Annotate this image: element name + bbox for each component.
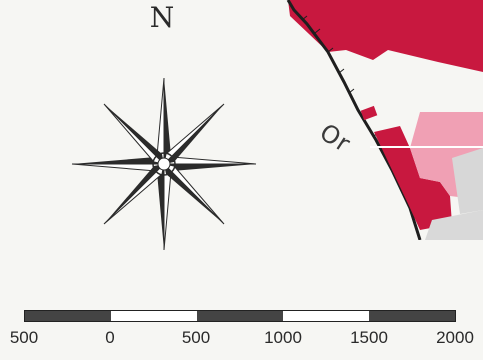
scale-segment bbox=[197, 311, 283, 321]
scale-segment bbox=[25, 311, 111, 321]
map-area bbox=[270, 0, 483, 240]
scale-tick-label: 500 bbox=[182, 328, 210, 348]
scale-tick-label: 500 bbox=[10, 328, 38, 348]
scale-labels: 500 0 500 1000 1500 2000 bbox=[0, 328, 483, 352]
compass-rose-icon bbox=[66, 70, 262, 260]
scale-segment bbox=[369, 311, 455, 321]
scale-tick-label: 1500 bbox=[350, 328, 388, 348]
scale-segment bbox=[111, 311, 197, 321]
north-label: N bbox=[142, 4, 182, 32]
scale-segment bbox=[283, 311, 369, 321]
scale-tick-label: 1000 bbox=[264, 328, 302, 348]
scale-tick-label: 0 bbox=[105, 328, 114, 348]
scale-tick-label: 2000 bbox=[436, 328, 474, 348]
gray-parcel bbox=[452, 148, 483, 214]
scale-bar bbox=[24, 310, 456, 322]
